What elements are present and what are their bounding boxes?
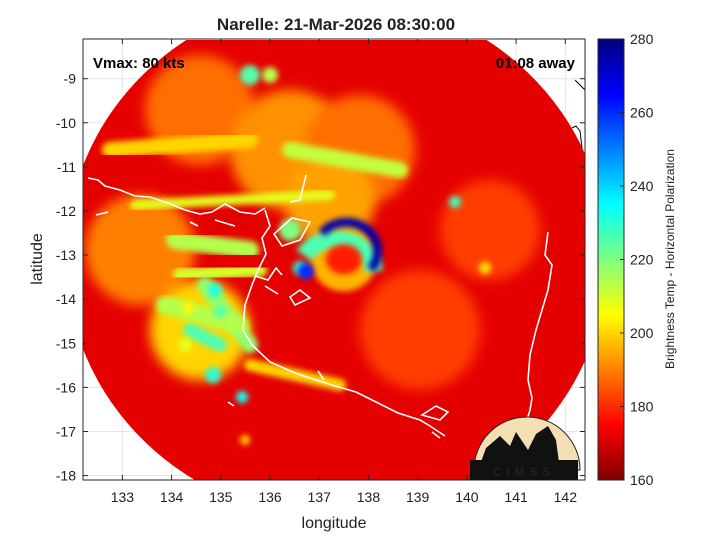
- x-tick-label: 141: [504, 489, 528, 505]
- brightness-temp-field: [85, 55, 540, 445]
- coast-arnhem-east: [242, 209, 446, 437]
- x-tick-label: 140: [455, 489, 479, 505]
- coast-islands: [95, 211, 325, 407]
- logo-text: CIMSS: [492, 465, 555, 479]
- x-tick-label: 136: [258, 489, 282, 505]
- y-axis-label: latitude: [29, 233, 46, 285]
- convective-cell: [236, 391, 248, 403]
- convective-cell: [449, 196, 461, 208]
- eyewall-core: [318, 217, 382, 273]
- colorbar-tick-label: 220: [630, 252, 654, 268]
- coast-wellesley: [420, 405, 450, 439]
- coastline: [87, 174, 553, 451]
- x-tick-label: 133: [111, 489, 135, 505]
- y-tick-label: -18: [56, 468, 76, 484]
- rainband: [102, 132, 258, 158]
- colorbar-tick-label: 280: [630, 31, 654, 47]
- x-axis-ticks: 133 134 135 136 137 138 139 140 141 142: [111, 39, 578, 505]
- swath-heatmap: [83, 40, 585, 480]
- convective-cell: [178, 338, 192, 352]
- convective-cell: [214, 306, 226, 318]
- colorbar-label: Brightness Temp - Horizontal Polarizatio…: [663, 149, 677, 369]
- colorbar-tick-label: 200: [630, 325, 654, 341]
- plot-area: 133 134 135 136 137 138 139 140 141 142 -9-10-11-…: [56, 38, 586, 505]
- rainband: [282, 142, 408, 178]
- convective-cell: [205, 367, 221, 383]
- coast-groote: [272, 174, 312, 247]
- colorbar-ticks: 280 260 240 220 200 180 160: [620, 31, 654, 488]
- logo-silhouette: [478, 426, 560, 470]
- y-tick-label: -11: [57, 159, 76, 175]
- convective-cell: [360, 270, 480, 390]
- x-axis-label: longitude: [302, 515, 367, 532]
- convective-cell: [440, 180, 540, 280]
- y-axis-ticks: -9 -10 -11 -12 -13 -14 -15 -16 -17 -18: [56, 71, 585, 484]
- coast-cape-york: [519, 231, 553, 451]
- colorbar-tick-label: 260: [630, 105, 654, 121]
- colorbar-tick-label: 240: [630, 178, 654, 194]
- colorbar: 280 260 240 220 200 180 160 Brightness Temp - …: [597, 31, 677, 488]
- convective-cell: [262, 67, 278, 83]
- rainband: [173, 263, 267, 282]
- colorbar-gradient: [597, 38, 625, 481]
- x-tick-label: 139: [406, 489, 430, 505]
- y-tick-label: -16: [56, 379, 76, 395]
- y-tick-label: -15: [56, 335, 76, 351]
- convective-cell: [279, 219, 301, 241]
- y-tick-label: -14: [56, 291, 76, 307]
- y-tick-label: -17: [56, 423, 76, 439]
- colorbar-tick-label: 160: [630, 472, 654, 488]
- x-tick-label: 137: [308, 489, 332, 505]
- y-tick-label: -9: [64, 71, 77, 87]
- y-tick-label: -13: [56, 247, 76, 263]
- colorbar-tick-label: 180: [630, 399, 654, 415]
- logo-banner: [470, 460, 578, 480]
- eyewall-cell: [297, 263, 314, 280]
- convective-cell: [479, 262, 491, 274]
- rainband: [183, 323, 227, 352]
- x-tick-label: 134: [160, 489, 184, 505]
- x-tick-label: 138: [357, 489, 381, 505]
- chart-title: Narelle: 21-Mar-2026 08:30:00: [217, 15, 455, 34]
- x-tick-label: 135: [209, 489, 233, 505]
- convective-cell: [240, 435, 250, 445]
- convective-cell: [208, 283, 222, 297]
- time-away-annotation: 01:08 away: [496, 55, 576, 72]
- y-tick-label: -10: [56, 115, 76, 131]
- rainband: [166, 231, 259, 259]
- x-tick-label: 142: [554, 489, 578, 505]
- convective-cell: [182, 302, 194, 314]
- vmax-annotation: Vmax: 80 kts: [93, 55, 185, 72]
- storm-eye: [325, 244, 362, 275]
- convective-cell: [240, 65, 260, 85]
- y-tick-label: -12: [56, 203, 76, 219]
- cimss-logo: CIMSS: [470, 416, 581, 480]
- convective-cell: [85, 195, 195, 305]
- coast-arnhem-north: [87, 177, 266, 215]
- axes-frame: [82, 38, 586, 481]
- rainband: [244, 359, 346, 391]
- rainband: [156, 296, 249, 334]
- eyewall-band: [296, 230, 383, 273]
